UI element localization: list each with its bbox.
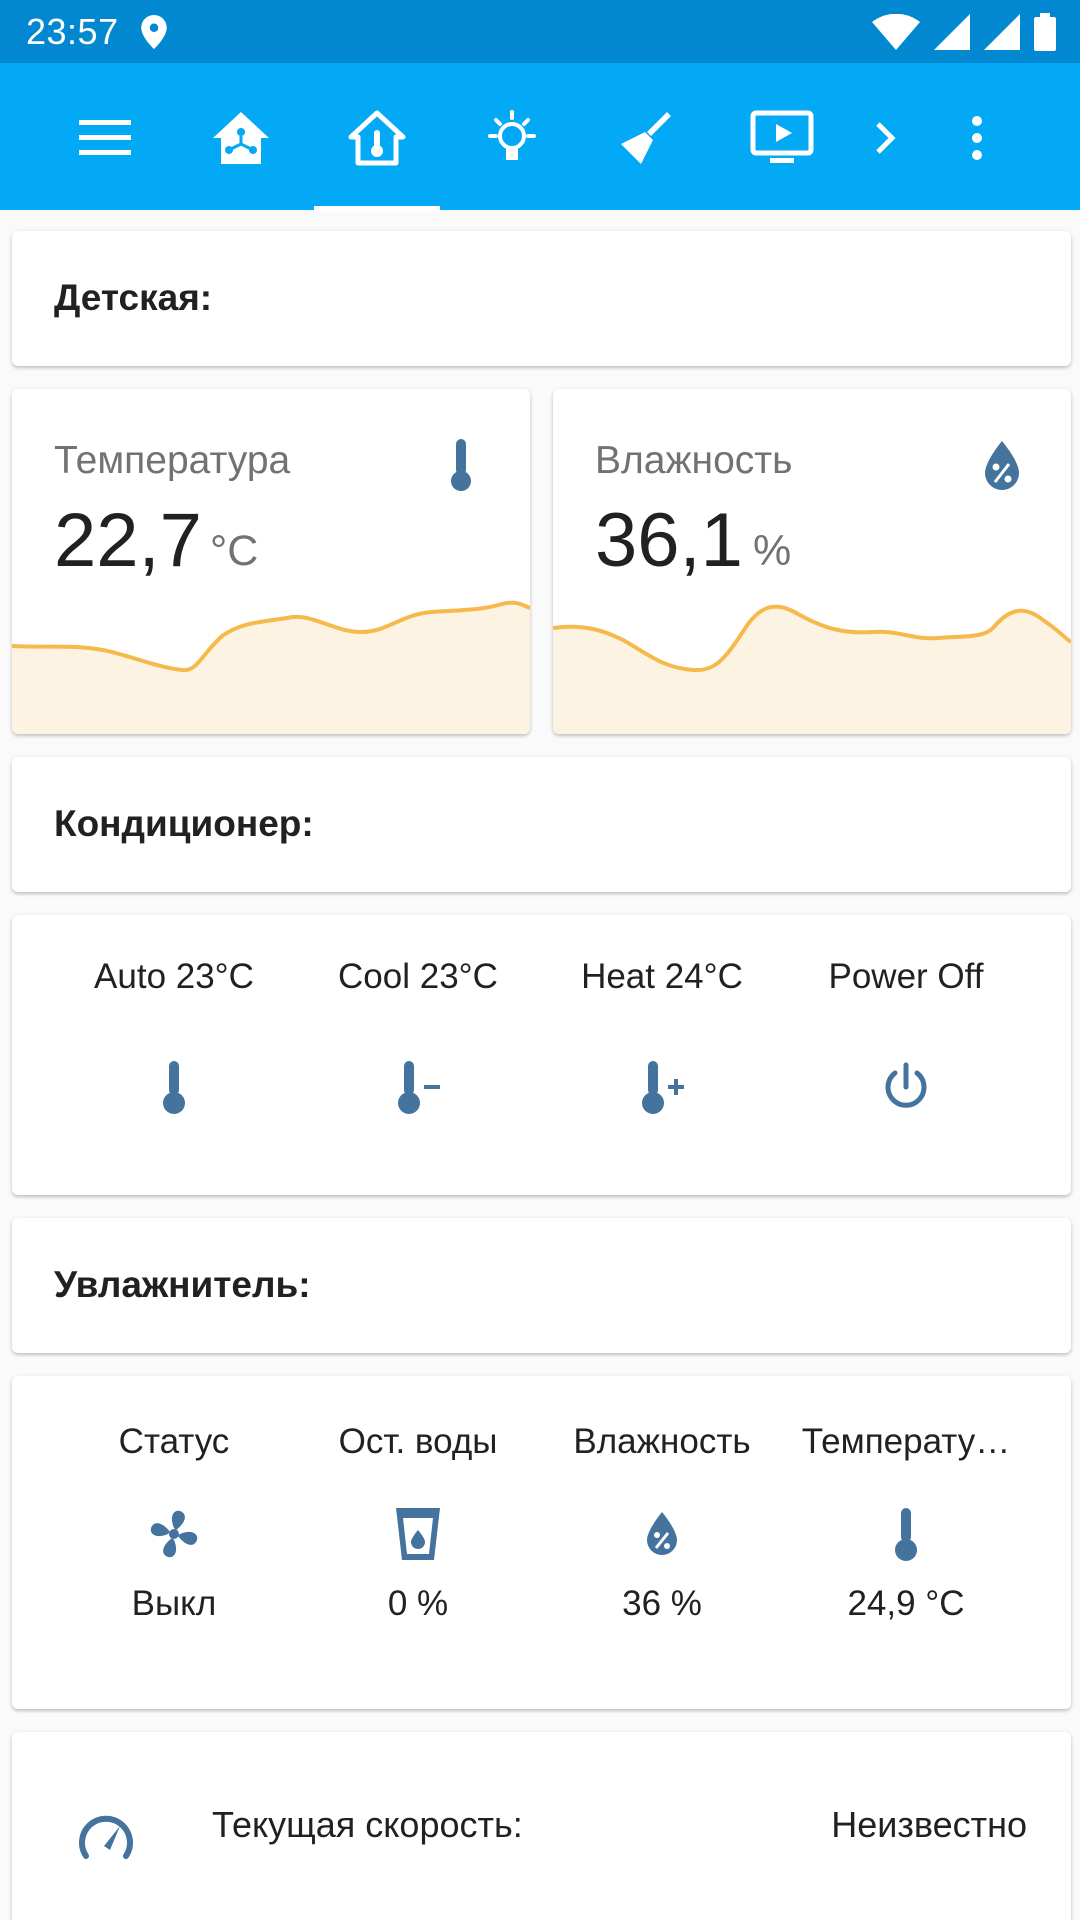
temperature-sensor-card[interactable]: Температура 22,7 °C: [12, 389, 530, 734]
humidifier-title: Увлажнитель:: [54, 1264, 311, 1305]
temperature-unit: °C: [210, 527, 259, 575]
water-percent-icon: [985, 441, 1019, 490]
humidifier-water-level[interactable]: Ост. воды 0 %: [298, 1422, 538, 1672]
ac-auto-button[interactable]: Auto 23°C: [54, 957, 294, 1157]
app-header: [0, 63, 1080, 212]
humidifier-entities-card: Статус Выкл Ост. воды 0 % Влажность 36 %…: [12, 1376, 1071, 1709]
thermometer-plus-icon: [642, 1061, 684, 1114]
status-time: 23:57: [26, 10, 119, 52]
cup-water-icon: [396, 1508, 440, 1560]
signal-icon: [934, 13, 970, 50]
tab-scroll-right[interactable]: [850, 103, 920, 173]
ac-power-off-button[interactable]: Power Off: [786, 957, 1026, 1157]
humidifier-status-label: Статус: [118, 1422, 230, 1461]
thermometer-icon: [451, 439, 471, 491]
ac-cool-button[interactable]: Cool 23°C: [298, 957, 538, 1157]
location-icon: [140, 14, 167, 49]
more-options-button[interactable]: [942, 103, 1012, 173]
thermometer-icon: [163, 1061, 185, 1114]
ac-title: Кондиционер:: [54, 803, 314, 844]
home-thermometer-icon: [348, 110, 406, 166]
menu-icon[interactable]: [70, 103, 140, 173]
fan-icon: [150, 1510, 198, 1558]
temperature-value: 22,7: [54, 498, 202, 583]
wifi-icon: [872, 13, 920, 50]
humidifier-temperature-label: Температу…: [801, 1422, 1011, 1461]
battery-icon: [1034, 12, 1056, 51]
water-percent-icon: [647, 1512, 677, 1555]
humidity-value: 36,1: [595, 498, 743, 583]
speed-card[interactable]: Текущая скорость: Неизвестно: [12, 1732, 1071, 1920]
tab-home-thermometer[interactable]: [342, 103, 412, 173]
humidity-unit: %: [753, 527, 792, 575]
broom-icon: [621, 112, 671, 164]
speedometer-icon: [79, 1815, 133, 1859]
status-bar: 23:57: [0, 0, 1080, 63]
humidity-graph: [553, 604, 1071, 734]
signal-icon: [984, 13, 1020, 50]
home-network-icon: [213, 112, 269, 164]
humidifier-status-value: Выкл: [131, 1584, 217, 1623]
room-title: Детская:: [54, 277, 213, 318]
ac-power-off-label: Power Off: [828, 957, 984, 996]
humidifier-temperature[interactable]: Температу… 24,9 °C: [786, 1422, 1026, 1672]
humidifier-title-card: Увлажнитель:: [12, 1218, 1071, 1353]
humidity-sensor-card[interactable]: Влажность 36,1 %: [553, 389, 1071, 734]
ac-heat-label: Heat 24°C: [581, 957, 743, 996]
tab-cleaning[interactable]: [612, 103, 682, 173]
room-title-card: Детская:: [12, 231, 1071, 366]
chevron-right-icon: [876, 122, 896, 154]
ac-heat-button[interactable]: Heat 24°C: [542, 957, 782, 1157]
temperature-graph: [12, 600, 530, 734]
active-tab-indicator: [314, 206, 440, 212]
humidifier-status[interactable]: Статус Выкл: [54, 1422, 294, 1672]
humidifier-humidity[interactable]: Влажность 36 %: [542, 1422, 782, 1672]
humidifier-temperature-value: 24,9 °C: [847, 1584, 965, 1623]
thermometer-minus-icon: [398, 1061, 440, 1114]
ac-buttons-card: Auto 23°C Cool 23°C Heat 24°C Power Off: [12, 915, 1071, 1195]
humidity-name: Влажность: [595, 439, 793, 482]
humidifier-humidity-value: 36 %: [622, 1584, 702, 1623]
more-vert-icon: [972, 116, 982, 160]
tv-play-icon: [750, 110, 814, 163]
humidifier-water-value: 0 %: [387, 1584, 449, 1623]
ac-auto-label: Auto 23°C: [94, 957, 254, 996]
humidifier-water-label: Ост. воды: [338, 1422, 498, 1461]
tab-media[interactable]: [747, 103, 817, 173]
ac-cool-label: Cool 23°C: [338, 957, 498, 996]
tab-lights[interactable]: [477, 103, 547, 173]
ac-title-card: Кондиционер:: [12, 757, 1071, 892]
lightbulb-icon: [488, 110, 536, 160]
speed-value: Неизвестно: [831, 1804, 1027, 1845]
temperature-name: Температура: [54, 439, 291, 482]
power-icon: [885, 1062, 927, 1108]
tab-home-network[interactable]: [206, 103, 276, 173]
humidifier-humidity-label: Влажность: [573, 1422, 751, 1461]
thermometer-icon: [895, 1508, 917, 1561]
speed-label: Текущая скорость:: [212, 1804, 523, 1845]
